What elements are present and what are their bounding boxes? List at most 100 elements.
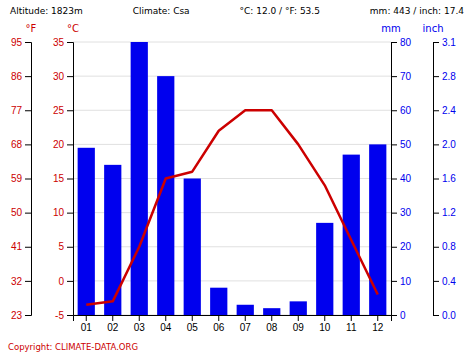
chart: -505101520253035233241505968778695010203…: [0, 0, 474, 355]
tick-label: 20: [400, 241, 412, 252]
tick: 10: [53, 207, 73, 218]
tick: 23: [11, 310, 31, 321]
tick: 04: [160, 315, 172, 333]
tick: 05: [187, 315, 199, 333]
tick: 0.4: [433, 276, 456, 287]
y3-axis: 233241505968778695: [11, 37, 32, 321]
tick: 1.2: [433, 207, 456, 218]
tick-label: 2.4: [442, 105, 456, 116]
tick-mark: [433, 281, 439, 282]
tick-mark: [245, 315, 246, 321]
bar: [263, 308, 280, 315]
tick: 08: [266, 315, 278, 333]
tick-label: 12: [372, 322, 384, 333]
tick-mark: [218, 315, 219, 321]
tick: 30: [391, 207, 412, 218]
tick: 07: [240, 315, 252, 333]
grid-line: [73, 76, 391, 77]
tick-label: 95: [11, 37, 23, 48]
tick-label: 0: [58, 276, 64, 287]
tick-label: 25: [53, 105, 65, 116]
bar: [131, 42, 148, 315]
bar: [369, 144, 386, 315]
tick-label: 2.0: [442, 139, 456, 150]
tick-mark: [25, 179, 31, 180]
tick-mark: [67, 76, 73, 77]
tick-label: 04: [160, 322, 172, 333]
bar: [237, 305, 254, 315]
tick-mark: [25, 110, 31, 111]
grid-line: [73, 110, 391, 111]
tick-mark: [391, 213, 397, 214]
tick-mark: [351, 315, 352, 321]
tick: 68: [11, 139, 31, 150]
tick: 80: [391, 37, 412, 48]
tick-mark: [391, 110, 397, 111]
tick: 02: [107, 315, 119, 333]
tick: 70: [391, 71, 412, 82]
tick-mark: [25, 76, 31, 77]
grid-line: [73, 144, 391, 145]
grid: [73, 42, 391, 315]
tick-mark: [433, 76, 439, 77]
tick: 3.1: [433, 37, 456, 48]
tick-label: 11: [346, 322, 357, 333]
y-axis: -505101520253035: [53, 37, 74, 321]
tick-label: 5: [58, 241, 64, 252]
tick: 10: [391, 276, 412, 287]
tick-label: 35: [53, 37, 65, 48]
bar: [343, 155, 360, 315]
tick: 06: [213, 315, 225, 333]
tick-label: 03: [134, 322, 146, 333]
bar: [104, 165, 121, 315]
tick: 50: [11, 207, 31, 218]
tick: 0.0: [433, 310, 456, 321]
tick-label: 0.0: [442, 310, 456, 321]
marks: [78, 42, 387, 315]
tick: 30: [53, 71, 73, 82]
tick-label: 02: [107, 322, 119, 333]
x-axis: 01 02 03 04 05 06 07 08 09 10 11 12: [74, 315, 392, 333]
tick-mark: [25, 281, 31, 282]
tick-label: 01: [81, 322, 93, 333]
tick: 50: [391, 139, 412, 150]
tick-mark: [67, 42, 73, 43]
tick-label: 50: [11, 207, 23, 218]
tick-mark: [433, 42, 439, 43]
tick-mark: [433, 247, 439, 248]
tick-mark: [112, 315, 113, 321]
tick: 12: [372, 315, 384, 333]
bar: [210, 288, 227, 315]
tick-label: 09: [293, 322, 305, 333]
tick-label: 20: [53, 139, 65, 150]
tick: 5: [58, 241, 73, 252]
tick: 20: [391, 241, 412, 252]
tick-mark: [67, 213, 73, 214]
tick-label: 0.4: [442, 276, 456, 287]
annotation: mm: 443 / inch: 17.4: [370, 6, 464, 16]
tick-mark: [67, 144, 73, 145]
tick-label: 23: [11, 310, 23, 321]
tick-label: 59: [11, 173, 23, 184]
tick-label: 40: [400, 173, 412, 184]
tick-mark: [391, 247, 397, 248]
tick: 0: [58, 276, 73, 287]
tick: 10: [319, 315, 331, 333]
tick: 1.6: [433, 173, 456, 184]
line: [86, 110, 378, 305]
tick-label: 80: [400, 37, 412, 48]
tick-label: 10: [319, 322, 331, 333]
axis-label: inch: [423, 23, 444, 34]
tick: 15: [53, 173, 73, 184]
tick: 20: [53, 139, 73, 150]
tick-mark: [298, 315, 299, 321]
tick: 86: [11, 71, 31, 82]
axis-line: [392, 43, 398, 316]
tick: 09: [293, 315, 305, 333]
tick-label: 0: [400, 310, 406, 321]
tick-label: 10: [400, 276, 412, 287]
tick: 11: [346, 315, 357, 333]
axis-line: [434, 43, 440, 316]
tick-label: 77: [11, 105, 23, 116]
tick: 0: [391, 310, 406, 321]
